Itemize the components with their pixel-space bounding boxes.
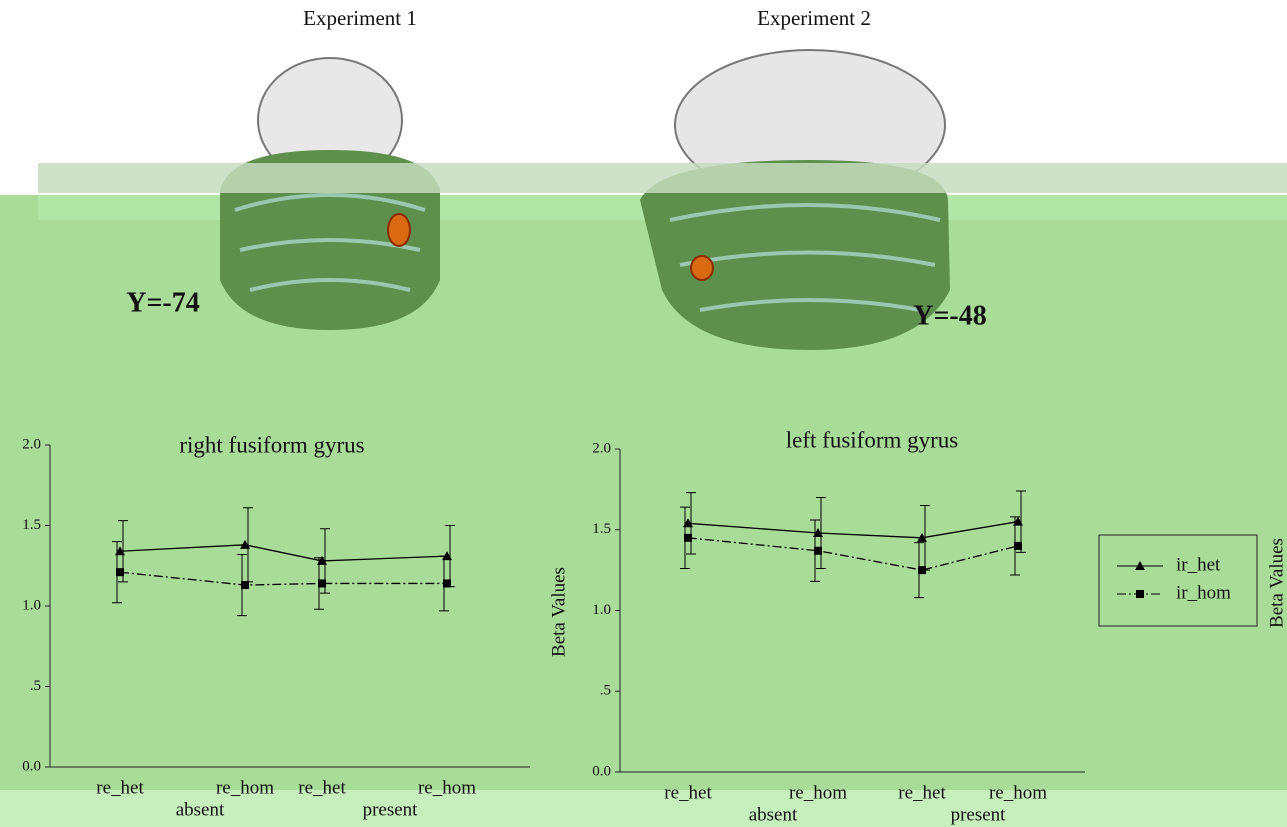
y-tick-label: 2.0: [592, 440, 611, 456]
error-bar: [686, 492, 696, 555]
x-tick-label: re_hom: [789, 782, 847, 803]
panel-title: Experiment 2: [757, 6, 871, 30]
marker: [116, 568, 124, 577]
chart-title: right fusiform gyrus: [179, 432, 364, 457]
series-line: [687, 521, 1019, 539]
marker: [917, 532, 927, 542]
legend-box: [1098, 534, 1258, 627]
brain-image: [640, 49, 950, 350]
marker: [684, 533, 692, 542]
y-tick-label: .5: [30, 678, 41, 694]
series-line: [119, 544, 448, 562]
x-tick-label: re_het: [898, 782, 946, 803]
marker: [1014, 541, 1022, 550]
legend-marker: [1136, 590, 1144, 598]
x-tick-label: re_het: [96, 777, 144, 798]
y-tick-label: 2.0: [22, 436, 41, 452]
slice-label: Y=-48: [913, 300, 987, 331]
x-tick-label: re_hom: [216, 777, 274, 798]
error-bar: [816, 496, 826, 570]
panel-title: Experiment 1: [303, 6, 417, 30]
marker: [814, 546, 822, 555]
x-tick-label: re_hom: [989, 782, 1047, 803]
group-label: present: [363, 799, 419, 820]
y-tick-label: 0.0: [592, 763, 611, 779]
group-label: absent: [176, 799, 225, 820]
y-tick-label: 1.0: [592, 602, 611, 618]
y-tick-label: 1.0: [22, 597, 41, 613]
legend-label: ir_het: [1176, 554, 1221, 575]
marker: [443, 579, 451, 588]
brain-image: [220, 57, 440, 330]
x-tick-label: re_het: [298, 777, 346, 798]
y-tick-label: 0.0: [22, 758, 41, 774]
legend-label: ir_hom: [1176, 582, 1231, 603]
y-tick-label: .5: [600, 683, 611, 699]
chart-title: left fusiform gyrus: [786, 427, 959, 452]
x-tick-label: re_het: [664, 782, 712, 803]
overlay-band: [38, 163, 1287, 193]
side-label: Beta Values: [1266, 538, 1287, 628]
background-band: [0, 790, 1287, 827]
y-tick-label: 1.5: [592, 521, 611, 537]
group-label: present: [951, 804, 1007, 825]
legend: ir_het ir_hom: [1117, 554, 1231, 603]
marker: [918, 566, 926, 575]
x-tick-label: re_hom: [418, 777, 476, 798]
y-tick-label: 1.5: [22, 517, 41, 533]
background: [0, 195, 1287, 790]
marker: [241, 581, 249, 590]
group-label: absent: [749, 804, 798, 825]
slice-label: Y=-74: [126, 287, 200, 318]
legend-marker: [1135, 561, 1145, 570]
y-axis-label: Beta Values: [548, 567, 569, 657]
marker: [240, 539, 250, 549]
marker: [318, 579, 326, 588]
series-line: [687, 537, 1019, 571]
